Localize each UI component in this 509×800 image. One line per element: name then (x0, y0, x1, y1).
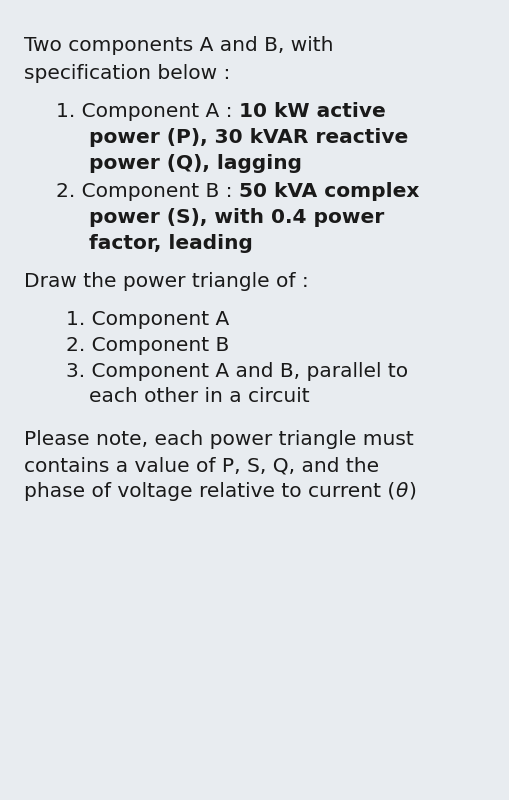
Text: each other in a circuit: each other in a circuit (89, 387, 309, 406)
Text: 10 kW active: 10 kW active (239, 102, 385, 122)
Text: ): ) (407, 482, 415, 501)
Text: 1. Component A: 1. Component A (66, 310, 229, 330)
Text: power (S), with: power (S), with (89, 208, 271, 227)
Text: Draw the power triangle of :: Draw the power triangle of : (24, 272, 308, 291)
Text: 3. Component A and B, parallel to: 3. Component A and B, parallel to (66, 362, 408, 381)
Text: Please note, each power triangle must: Please note, each power triangle must (24, 430, 413, 450)
Text: 2. Component B: 2. Component B (66, 336, 229, 355)
Text: 1. Component A :: 1. Component A : (56, 102, 239, 122)
Text: θ: θ (395, 482, 407, 501)
Text: 0.4 power: 0.4 power (271, 208, 384, 227)
Text: specification below :: specification below : (24, 64, 231, 83)
Text: 50 kVA complex: 50 kVA complex (239, 182, 418, 202)
Text: power (P), 30 kVAR reactive: power (P), 30 kVAR reactive (89, 128, 408, 147)
Text: 2. Component B :: 2. Component B : (56, 182, 239, 202)
Text: Two components A and B, with: Two components A and B, with (24, 36, 333, 55)
Text: power (Q), lagging: power (Q), lagging (89, 154, 302, 173)
Text: factor, leading: factor, leading (89, 234, 252, 253)
Text: contains a value of P, S, Q, and the: contains a value of P, S, Q, and the (24, 456, 379, 475)
Text: phase of voltage relative to current (: phase of voltage relative to current ( (24, 482, 395, 501)
